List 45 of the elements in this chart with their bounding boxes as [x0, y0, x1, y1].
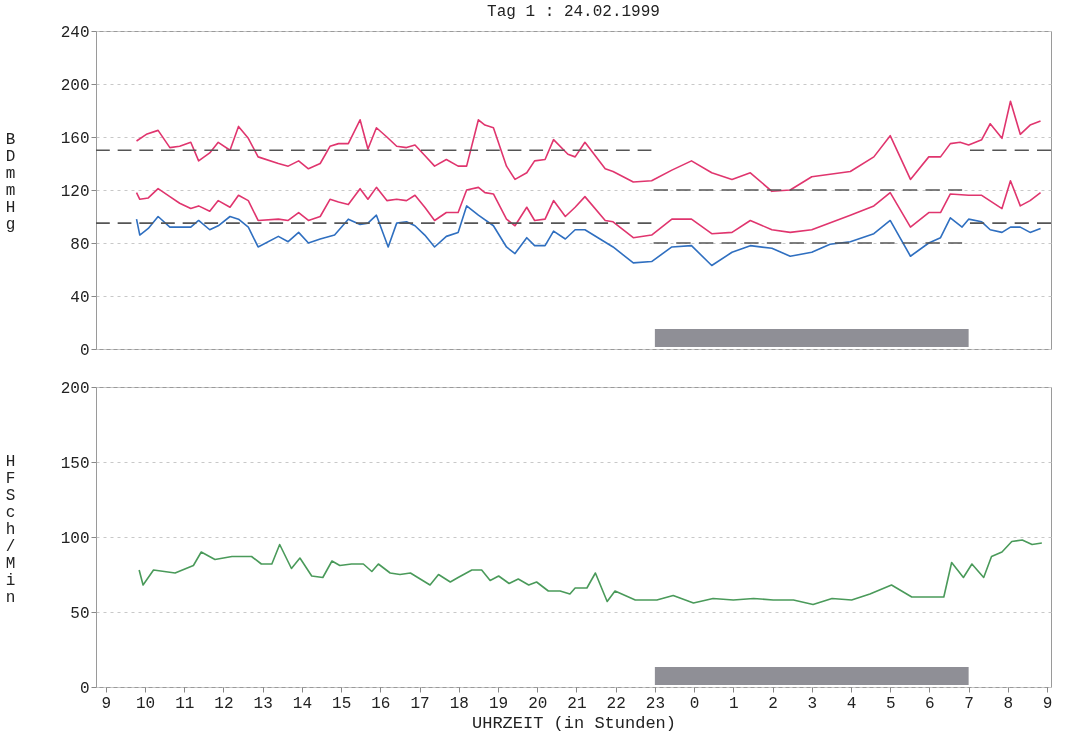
y-tick-label: 160 — [60, 129, 90, 148]
x-tick-label: 20 — [528, 694, 548, 713]
y-tick-label: 240 — [60, 23, 90, 42]
x-tick-label: 17 — [410, 694, 430, 713]
x-tick-label: 14 — [292, 694, 313, 713]
line-series — [135, 179, 1042, 239]
y-tick-label: 50 — [70, 604, 90, 623]
x-tick-label: 6 — [925, 694, 935, 713]
y-tick-label: 80 — [70, 235, 90, 254]
x-tick-label: 5 — [885, 694, 896, 713]
x-axis-title: UHRZEIT (in Stunden) — [471, 713, 677, 733]
text: HF Sch/Min — [5, 452, 16, 607]
x-tick-label: 9 — [1042, 694, 1053, 713]
x-tick-label: 23 — [645, 694, 665, 713]
x-tick-label: 16 — [371, 694, 391, 713]
x-tick-label: 8 — [1003, 694, 1014, 713]
y-tick-label: 0 — [79, 679, 90, 698]
x-tick-label: 7 — [964, 694, 974, 713]
y-tick-label: 120 — [60, 182, 90, 201]
y-tick-label: 200 — [60, 76, 90, 95]
x-tick-label: 13 — [253, 694, 273, 713]
x-tick-label: 10 — [135, 694, 156, 713]
x-tick-label: 22 — [606, 694, 626, 713]
x-tick-label: 21 — [567, 694, 587, 713]
y-tick-label: 200 — [60, 379, 90, 398]
x-tick-label: 0 — [689, 694, 700, 713]
x-tick-label: 18 — [449, 694, 469, 713]
line-series — [135, 205, 1042, 267]
chart-title: Tag 1 : 24.02.1999 — [487, 3, 660, 21]
x-tick-label: 3 — [807, 694, 818, 713]
x-tick-label: 2 — [768, 694, 778, 713]
line-series — [138, 539, 1043, 606]
y-tick-label: 100 — [60, 529, 90, 548]
x-tick-label: 1 — [729, 694, 739, 713]
y-tick-label: 150 — [60, 454, 90, 473]
x-tick-label: 9 — [101, 694, 112, 713]
x-tick-label: 15 — [332, 694, 352, 713]
x-tick-label: 11 — [175, 694, 195, 713]
y-tick-label: 0 — [79, 341, 90, 360]
y-tick-label: 40 — [70, 288, 90, 307]
line-series — [135, 100, 1042, 193]
x-tick-label: 4 — [846, 694, 857, 713]
y-axis-title: BD mmHg — [5, 131, 16, 234]
x-tick-label: 19 — [488, 694, 509, 713]
x-tick-label: 12 — [214, 694, 234, 713]
